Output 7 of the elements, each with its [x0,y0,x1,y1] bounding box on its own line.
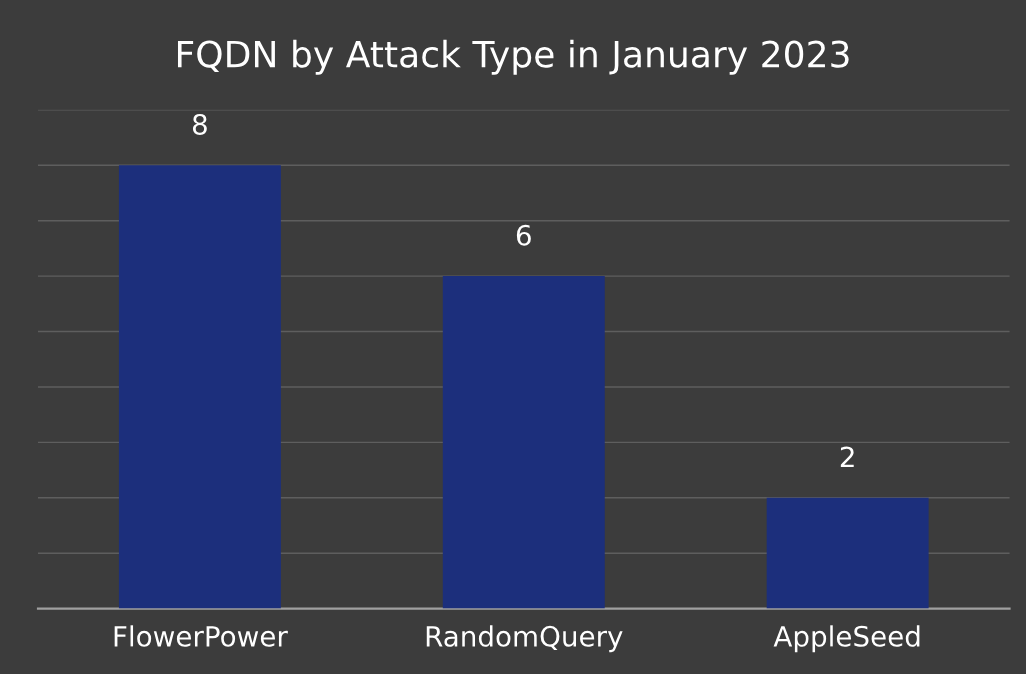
data-label: 2 [840,446,854,468]
data-label: 6 [516,224,531,246]
chart-title: FQDN by Attack Type in January 2023 [177,39,849,75]
x-tick-label: FlowerPower [114,625,288,647]
x-tick-label: RandomQuery [426,625,623,653]
x-tick-label: AppleSeed [773,625,920,653]
data-label: 8 [192,113,207,135]
